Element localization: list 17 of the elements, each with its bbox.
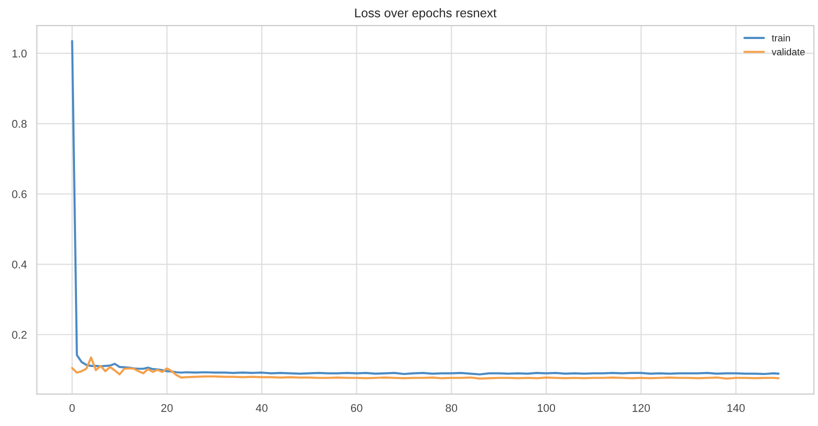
x-tick-label: 80: [446, 404, 458, 412]
x-tick-label: 60: [350, 404, 362, 412]
x-tick-label: 120: [632, 404, 650, 412]
chart-title: Loss over epochs resnext: [355, 8, 496, 20]
y-tick-label: 0.8: [12, 120, 27, 128]
x-tick-label: 20: [161, 404, 173, 412]
y-tick-label: 0.4: [12, 260, 27, 268]
legend-label: validate: [772, 48, 805, 56]
x-tick-label: 100: [538, 404, 556, 412]
y-tick-label: 1.0: [12, 50, 27, 58]
y-tick-label: 0.2: [12, 330, 27, 339]
line-series: [71, 356, 780, 380]
x-tick-label: 140: [727, 404, 745, 412]
y-tick-label: 0.6: [12, 190, 27, 198]
legend-label: train: [772, 34, 790, 42]
x-tick-label: 0: [69, 404, 75, 412]
x-tick-label: 40: [256, 404, 268, 412]
